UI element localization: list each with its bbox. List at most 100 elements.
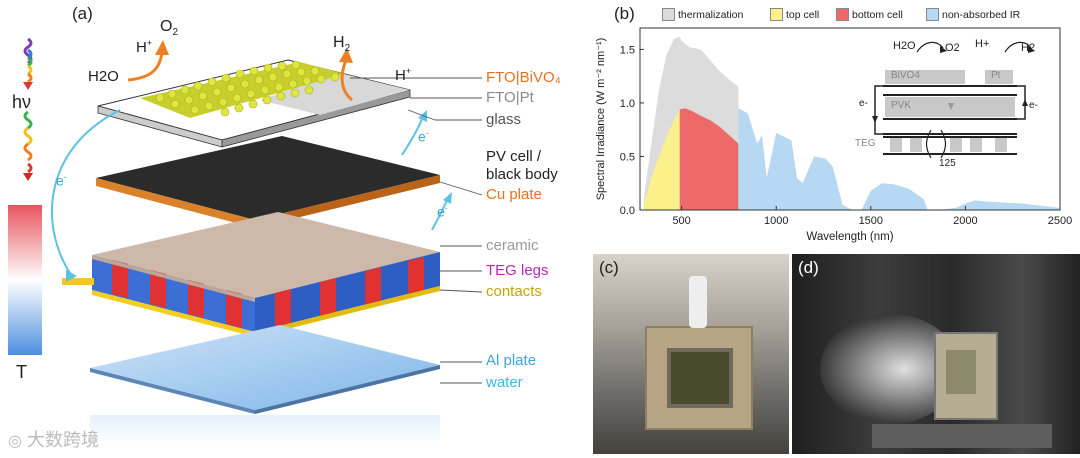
panel-a-illustration	[8, 37, 483, 445]
label-glass: glass	[486, 111, 522, 128]
legend-swatch-bottom-cell	[836, 8, 849, 21]
watermark: ◎ 大数跨境	[8, 426, 99, 452]
x-tick-label-1000: 1000	[764, 215, 788, 227]
inset-e-left: e-	[859, 98, 868, 109]
inset-o2: O2	[945, 42, 960, 54]
legend-text-top-cell: top cell	[786, 8, 820, 21]
inset-bivo4: BiVO4	[891, 70, 920, 81]
photon-label: hν	[12, 92, 32, 112]
photo-c-tube	[689, 276, 707, 328]
legend-bottom-cell: bottom cell	[836, 8, 903, 21]
photo-d: (d)	[792, 254, 1080, 454]
o2-text: O	[160, 18, 173, 35]
h2-text: H	[333, 34, 345, 51]
photon-wave-bottom	[23, 110, 33, 181]
label-contacts: contacts	[486, 283, 542, 300]
label-cu-plate: Cu plate	[486, 186, 542, 203]
o2-label: O2	[160, 18, 178, 38]
electron-label-left: e-	[56, 172, 67, 189]
watermark-text: 大数跨境	[26, 430, 99, 450]
x-tick-label-2000: 2000	[953, 215, 977, 227]
x-tick-label-2500: 2500	[1048, 215, 1072, 227]
label-black-body: black body	[486, 166, 558, 183]
inset-h2: H2	[1021, 42, 1036, 54]
pv-cell-layer	[96, 136, 440, 228]
panel-a-letter: (a)	[72, 4, 93, 23]
series-area-top-cell	[643, 109, 680, 210]
x-axis-label: Wavelength (nm)	[806, 231, 893, 243]
x-tick-label-500: 500	[672, 215, 690, 227]
teg-layer	[62, 212, 440, 337]
electron-label-pv: e-	[418, 128, 429, 145]
panel-a: (a)	[8, 4, 561, 452]
inset-count: 125	[939, 158, 956, 169]
y-tick-label-1.5: 1.5	[620, 44, 635, 56]
photo-c-letter: (c)	[599, 258, 619, 277]
h-plus-right-text: H	[395, 67, 406, 84]
inset-o2-arrow	[916, 41, 944, 53]
label-pv-cell: PV cell /	[486, 148, 542, 165]
inset-pt: Pt	[991, 70, 1001, 81]
h-plus-left-text: H	[136, 39, 147, 56]
h-plus-left: H+	[136, 38, 153, 56]
h2-evolution-arrow	[340, 59, 354, 102]
photo-d-letter: (d)	[798, 258, 819, 277]
inset-h2-arrow	[1004, 41, 1032, 53]
y-tick-label-0.5: 0.5	[620, 151, 635, 163]
label-ceramic: ceramic	[486, 237, 539, 254]
inset-bivo4-block	[885, 70, 965, 84]
y-tick-label-1: 1.0	[620, 98, 635, 110]
panel-b-letter: (b)	[614, 4, 635, 23]
legend-top-cell: top cell	[770, 8, 819, 21]
series-area-non-absorbed-IR	[738, 108, 1060, 210]
inset-schematic: H2O O2 H+ H2 BiVO4 Pt PVK TEG e- e- 125	[855, 30, 1040, 170]
h-plus-right: H+	[395, 66, 412, 84]
legend-text-bottom-cell: bottom cell	[852, 8, 903, 21]
y-axis-label: Spectral Irradiance (W m⁻² nm⁻¹)	[595, 38, 607, 201]
label-teg-legs: TEG legs	[486, 262, 549, 279]
photo-c: (c)	[593, 254, 789, 454]
legend-non-absorbed-ir: non-absorbed IR	[926, 8, 1020, 21]
plot-frame	[639, 27, 1061, 211]
y-tick-label-0: 0.0	[620, 205, 635, 217]
photon-wave-top	[23, 37, 33, 90]
legend-swatch-top-cell	[770, 8, 783, 21]
electron-path-left	[51, 109, 121, 277]
series-area-bottom-cell	[679, 108, 739, 210]
label-water: water	[486, 374, 523, 391]
temperature-colorbar	[8, 205, 42, 355]
h2-subscript: 2	[344, 43, 351, 55]
photo-d-device	[934, 332, 998, 420]
electron-label-teg: e-	[437, 203, 448, 220]
inset-h-plus: H+	[975, 38, 990, 50]
photoelectrode-layer	[97, 59, 411, 148]
label-fto-bivo4: FTO|BiVO₄	[486, 69, 561, 86]
photo-c-window	[667, 348, 733, 408]
electron-teg-text: e	[437, 203, 445, 220]
legend-swatch-thermalization	[662, 8, 675, 21]
inset-pt-block	[985, 70, 1013, 84]
temperature-label: T	[16, 362, 27, 382]
inset-h2o: H2O	[893, 40, 916, 52]
x-tick-label-1500: 1500	[859, 215, 883, 227]
legend-thermalization: thermalization	[662, 8, 743, 21]
legend-text-thermalization: thermalization	[678, 8, 744, 21]
h2-label: H2	[333, 34, 350, 54]
panel-b: (b) thermalization top cell bottom cell …	[590, 0, 1080, 252]
legend-text-non-absorbed-ir: non-absorbed IR	[942, 8, 1021, 21]
o2-subscript: 2	[172, 27, 179, 39]
label-al-plate: Al plate	[486, 352, 537, 369]
legend-swatch-non-absorbed-ir	[926, 8, 939, 21]
h2o-label: H2O	[88, 68, 119, 85]
photo-d-base	[872, 424, 1052, 448]
inset-pvk: PVK	[891, 100, 912, 111]
watermark-logo-icon: ◎	[8, 433, 22, 450]
spectrum-chart: 500 1000 1500 2000 2500 0.0 0.5 1.0 1.5 Wavelengt…	[595, 27, 1072, 243]
photo-d-window	[946, 350, 976, 394]
al-plate-layer	[90, 325, 440, 445]
label-fto-pt: FTO|Pt	[486, 89, 534, 106]
inset-teg: TEG	[855, 138, 876, 149]
o2-evolution-arrow	[127, 51, 164, 82]
inset-e-right: e-	[1029, 100, 1038, 111]
electron-left-text: e	[56, 172, 64, 189]
